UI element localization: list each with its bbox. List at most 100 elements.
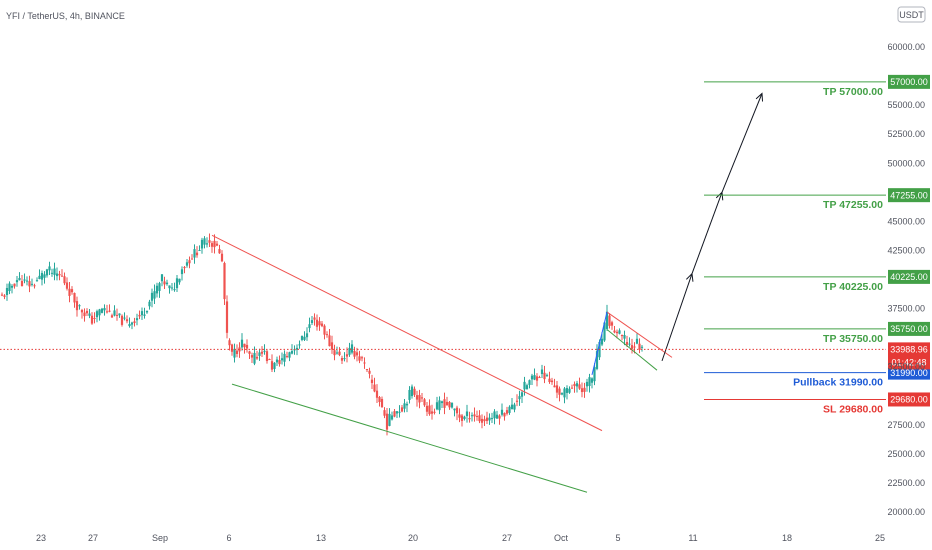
candle bbox=[113, 310, 116, 316]
candle bbox=[353, 351, 356, 357]
x-tick-label: 18 bbox=[782, 533, 792, 543]
candle bbox=[18, 278, 21, 281]
candle bbox=[150, 292, 154, 301]
candle bbox=[388, 413, 391, 426]
candle bbox=[440, 401, 444, 404]
candle bbox=[348, 347, 351, 355]
y-tick-label: 20000.00 bbox=[887, 507, 925, 517]
candle bbox=[383, 410, 386, 416]
candle bbox=[153, 291, 156, 299]
candle bbox=[120, 315, 124, 325]
candle bbox=[103, 308, 106, 311]
candle bbox=[403, 403, 406, 409]
level-label: SL 29680.00 bbox=[823, 403, 883, 415]
wedge-lower-line[interactable] bbox=[231, 383, 588, 493]
projection-arrow[interactable] bbox=[721, 93, 763, 193]
y-tick-label: 27500.00 bbox=[887, 420, 925, 430]
candle bbox=[415, 395, 419, 400]
candles bbox=[0, 233, 644, 436]
currency-badge-label: USDT bbox=[899, 10, 924, 20]
candle bbox=[110, 315, 114, 318]
candle bbox=[210, 243, 214, 247]
candle bbox=[593, 367, 596, 382]
candle bbox=[390, 415, 394, 420]
candle bbox=[143, 314, 146, 316]
candle bbox=[115, 314, 119, 316]
candle bbox=[278, 360, 281, 365]
candle bbox=[370, 379, 374, 383]
candle bbox=[448, 402, 451, 408]
candle bbox=[310, 320, 314, 324]
flag-upper-line[interactable] bbox=[606, 311, 673, 358]
x-tick-label: 27 bbox=[502, 533, 512, 543]
candle bbox=[340, 358, 344, 361]
level-price-tag bbox=[888, 74, 930, 89]
candle bbox=[523, 381, 526, 390]
candle bbox=[405, 403, 409, 406]
candle bbox=[495, 414, 499, 419]
candle bbox=[358, 356, 361, 361]
price-axis[interactable]: 20000.00 22500.00 25000.00 27500.00 32500.00… bbox=[887, 42, 925, 517]
candle bbox=[350, 344, 354, 353]
projection-arrow[interactable] bbox=[691, 192, 723, 274]
candle bbox=[225, 301, 229, 333]
level-price-tag-label: 29680.00 bbox=[890, 395, 928, 405]
time-axis[interactable]: 23 27 Sep 6 13 20 27 Oct 5 11 18 25 bbox=[36, 533, 885, 543]
candle bbox=[105, 311, 109, 313]
candle bbox=[308, 324, 311, 329]
candle bbox=[305, 333, 309, 338]
candle bbox=[608, 315, 611, 326]
candle bbox=[133, 321, 136, 323]
candle bbox=[13, 283, 16, 287]
candle bbox=[303, 336, 306, 340]
candle bbox=[70, 289, 74, 293]
candle bbox=[623, 335, 626, 339]
candle bbox=[178, 278, 181, 283]
candle bbox=[430, 411, 434, 414]
candle bbox=[75, 301, 79, 311]
level-price-tag-label: 47255.00 bbox=[890, 190, 928, 200]
candle bbox=[3, 295, 6, 297]
candle bbox=[573, 383, 576, 387]
candle bbox=[240, 339, 244, 348]
candle bbox=[140, 311, 144, 316]
candle bbox=[263, 350, 266, 352]
current-price-tag bbox=[888, 342, 930, 370]
candle bbox=[55, 273, 59, 277]
candle bbox=[123, 317, 126, 319]
candle bbox=[195, 252, 199, 256]
candle bbox=[63, 276, 66, 284]
candle bbox=[355, 352, 359, 356]
candle bbox=[128, 324, 131, 327]
candle bbox=[283, 353, 286, 362]
candle bbox=[493, 411, 496, 419]
bar-countdown: 01:42:48 bbox=[891, 357, 926, 367]
candle bbox=[420, 397, 424, 399]
candle bbox=[233, 348, 236, 358]
candle bbox=[640, 346, 644, 348]
flag-pole-line[interactable] bbox=[591, 311, 608, 375]
candle bbox=[228, 340, 231, 346]
flag-lower-line[interactable] bbox=[606, 329, 658, 371]
candle bbox=[73, 292, 76, 303]
candle bbox=[300, 336, 304, 340]
candle bbox=[78, 305, 81, 307]
candle bbox=[215, 243, 219, 246]
candle bbox=[530, 375, 534, 380]
candle bbox=[578, 384, 581, 389]
wedge-upper-line[interactable] bbox=[211, 234, 603, 432]
arrow-head bbox=[755, 92, 764, 102]
projection-arrow[interactable] bbox=[661, 273, 693, 362]
candle bbox=[345, 354, 349, 357]
candle bbox=[335, 352, 339, 354]
candle bbox=[315, 319, 319, 327]
candle bbox=[20, 281, 24, 287]
candle bbox=[88, 313, 91, 316]
candle bbox=[505, 410, 509, 414]
candle bbox=[15, 280, 19, 283]
candle bbox=[268, 359, 271, 361]
currency-badge[interactable]: USDT bbox=[897, 6, 926, 23]
candle bbox=[163, 281, 166, 285]
x-tick-label: 5 bbox=[615, 533, 620, 543]
